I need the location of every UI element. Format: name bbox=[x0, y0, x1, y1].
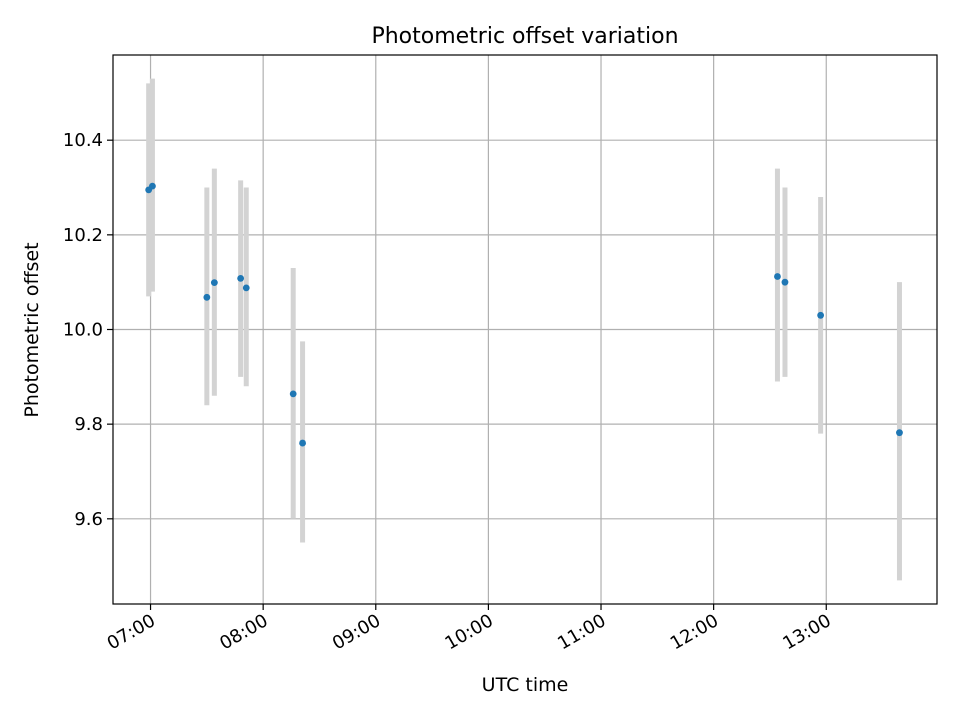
y-axis-label: Photometric offset bbox=[21, 242, 43, 417]
data-point bbox=[781, 278, 789, 286]
data-point bbox=[774, 273, 781, 280]
data-point bbox=[817, 311, 825, 319]
data-point bbox=[896, 429, 903, 437]
chart-title: Photometric offset variation bbox=[371, 24, 678, 49]
data-point bbox=[149, 182, 156, 190]
y-axis-ticks: 9.6 9.8 10.0 10.2 10.4 bbox=[63, 130, 113, 530]
y-tick-label: 10.0 bbox=[63, 320, 103, 341]
data-points bbox=[145, 182, 903, 447]
data-point bbox=[203, 293, 211, 301]
data-point bbox=[299, 439, 306, 447]
x-axis-label: UTC time bbox=[482, 674, 569, 696]
y-tick-label: 10.2 bbox=[63, 225, 103, 246]
data-point bbox=[289, 390, 297, 398]
y-tick-label: 9.6 bbox=[74, 509, 103, 530]
y-tick-label: 10.4 bbox=[63, 130, 103, 151]
y-tick-label: 9.8 bbox=[74, 414, 103, 435]
data-point bbox=[237, 274, 245, 282]
grid bbox=[113, 55, 937, 604]
data-point bbox=[242, 284, 250, 292]
data-point bbox=[210, 279, 218, 287]
